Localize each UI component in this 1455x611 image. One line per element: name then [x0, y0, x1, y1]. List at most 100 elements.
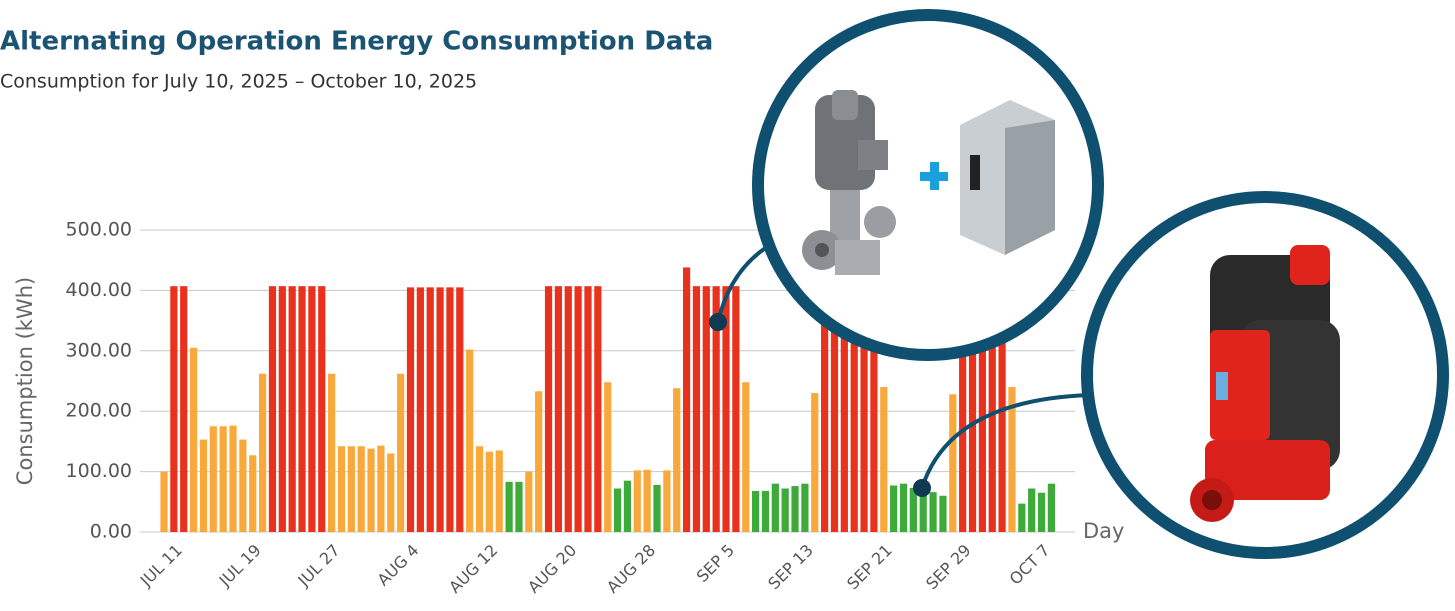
- bar: [752, 491, 759, 532]
- bar: [575, 286, 582, 532]
- bar: [417, 287, 424, 532]
- chart-subtitle: Consumption for July 10, 2025 – October …: [0, 71, 477, 93]
- bar: [298, 286, 305, 532]
- bar: [683, 267, 690, 532]
- x-tick-label: SEP 29: [922, 541, 975, 594]
- bar: [1038, 493, 1045, 532]
- y-tick-label: 0.00: [90, 521, 132, 543]
- bar: [801, 484, 808, 532]
- bar: [1028, 489, 1035, 532]
- chart-title: Alternating Operation Energy Consumption…: [0, 27, 713, 57]
- bar: [220, 426, 227, 532]
- x-tick-label: SEP 5: [693, 541, 738, 586]
- bar: [949, 394, 956, 532]
- chart: Alternating Operation Energy Consumption…: [0, 0, 1455, 607]
- bar: [525, 472, 532, 532]
- bar: [1018, 504, 1025, 532]
- bar: [427, 287, 434, 532]
- bar: [772, 484, 779, 532]
- connector-dot: [709, 313, 727, 331]
- bar: [486, 452, 493, 532]
- bar: [279, 286, 286, 532]
- bar: [170, 286, 177, 532]
- x-tick-label: AUG 20: [524, 541, 580, 597]
- x-tick-label: OCT 7: [1006, 541, 1054, 589]
- bar: [742, 382, 749, 532]
- x-axis-label: Day: [1083, 519, 1124, 543]
- bar: [762, 491, 769, 532]
- bar: [269, 286, 276, 532]
- bar: [545, 286, 552, 532]
- bar: [436, 287, 443, 532]
- bar: [456, 287, 463, 532]
- x-tick-label: JUL 11: [136, 541, 186, 591]
- bar: [239, 440, 246, 532]
- x-tick-label: AUG 28: [603, 541, 659, 597]
- bar: [200, 440, 207, 532]
- bar: [614, 489, 621, 532]
- bar: [703, 286, 710, 532]
- x-tick-label: AUG 4: [373, 541, 422, 590]
- x-tick-label: JUL 27: [294, 541, 344, 591]
- bar: [929, 492, 936, 532]
- bar: [377, 446, 384, 532]
- bar: [210, 426, 217, 532]
- bar: [880, 387, 887, 532]
- bar: [229, 426, 236, 532]
- bar: [328, 374, 335, 532]
- x-tick-label: JUL 19: [215, 541, 265, 591]
- y-tick-label: 100.00: [66, 460, 132, 482]
- y-tick-label: 400.00: [66, 279, 132, 301]
- bar: [653, 485, 660, 532]
- x-tick-label: AUG 12: [445, 541, 501, 597]
- bar: [180, 286, 187, 532]
- bar: [506, 482, 513, 532]
- bar: [160, 472, 167, 532]
- y-tick-label: 300.00: [66, 339, 132, 361]
- bar: [348, 446, 355, 532]
- bar: [594, 286, 601, 532]
- bar: [259, 374, 266, 532]
- bar: [644, 470, 651, 532]
- bar: [535, 391, 542, 532]
- y-tick-label: 200.00: [66, 400, 132, 422]
- bar: [939, 496, 946, 532]
- x-tick-label: SEP 21: [843, 541, 896, 594]
- bar: [318, 286, 325, 532]
- bar: [890, 485, 897, 532]
- bar: [584, 286, 591, 532]
- bar: [604, 382, 611, 532]
- connector-dot: [913, 479, 931, 497]
- bar: [496, 450, 503, 532]
- bar: [466, 350, 473, 532]
- bar: [624, 481, 631, 532]
- bar: [555, 286, 562, 532]
- bar: [446, 287, 453, 532]
- connector: [922, 395, 1090, 488]
- bar: [565, 286, 572, 532]
- bar: [358, 446, 365, 532]
- bar: [289, 286, 296, 532]
- bar: [249, 455, 256, 532]
- bar: [673, 388, 680, 532]
- pump-drive-illustration: [758, 15, 1098, 355]
- twin-pump-illustration: [1087, 197, 1443, 553]
- bar: [476, 446, 483, 532]
- bar: [407, 287, 414, 532]
- bar: [1048, 484, 1055, 532]
- bar: [782, 489, 789, 532]
- bar: [811, 393, 818, 532]
- bar: [693, 286, 700, 532]
- bar: [515, 482, 522, 532]
- bar: [397, 374, 404, 532]
- y-tick-label: 500.00: [66, 219, 132, 241]
- bar: [732, 286, 739, 532]
- bar: [338, 446, 345, 532]
- x-tick-label: SEP 13: [764, 541, 817, 594]
- bar: [791, 486, 798, 532]
- y-axis-label: Consumption (kWh): [13, 277, 37, 485]
- bar: [634, 470, 641, 532]
- bar: [308, 286, 315, 532]
- bar: [663, 470, 670, 532]
- bar: [367, 449, 374, 532]
